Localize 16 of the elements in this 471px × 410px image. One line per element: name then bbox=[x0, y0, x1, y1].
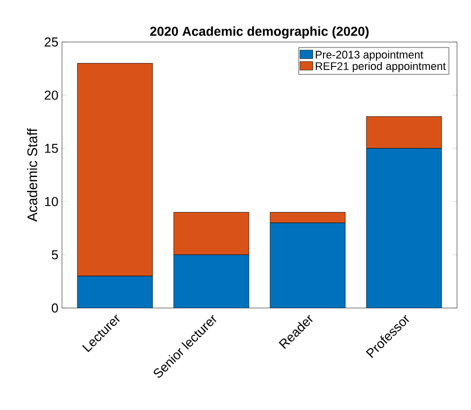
y-tick-label: 20 bbox=[44, 90, 58, 100]
y-axis-title: Academic Staff bbox=[26, 128, 38, 222]
bar bbox=[366, 148, 442, 308]
bar bbox=[174, 254, 249, 308]
legend-label: Pre-2013 appointment bbox=[316, 50, 424, 61]
y-tick-label: 25 bbox=[44, 37, 58, 47]
legend-label: REF21 period appointment bbox=[316, 62, 446, 72]
chart-title: 2020 Academic demographic (2020) bbox=[150, 26, 369, 39]
y-tick-label: 0 bbox=[52, 303, 58, 313]
bar bbox=[77, 276, 153, 308]
bar bbox=[270, 222, 346, 308]
y-tick-label: 15 bbox=[45, 144, 58, 153]
y-tick-label: 5 bbox=[52, 250, 58, 260]
bar bbox=[174, 212, 250, 255]
bar bbox=[270, 212, 346, 224]
y-tick-label: 10 bbox=[45, 197, 58, 206]
